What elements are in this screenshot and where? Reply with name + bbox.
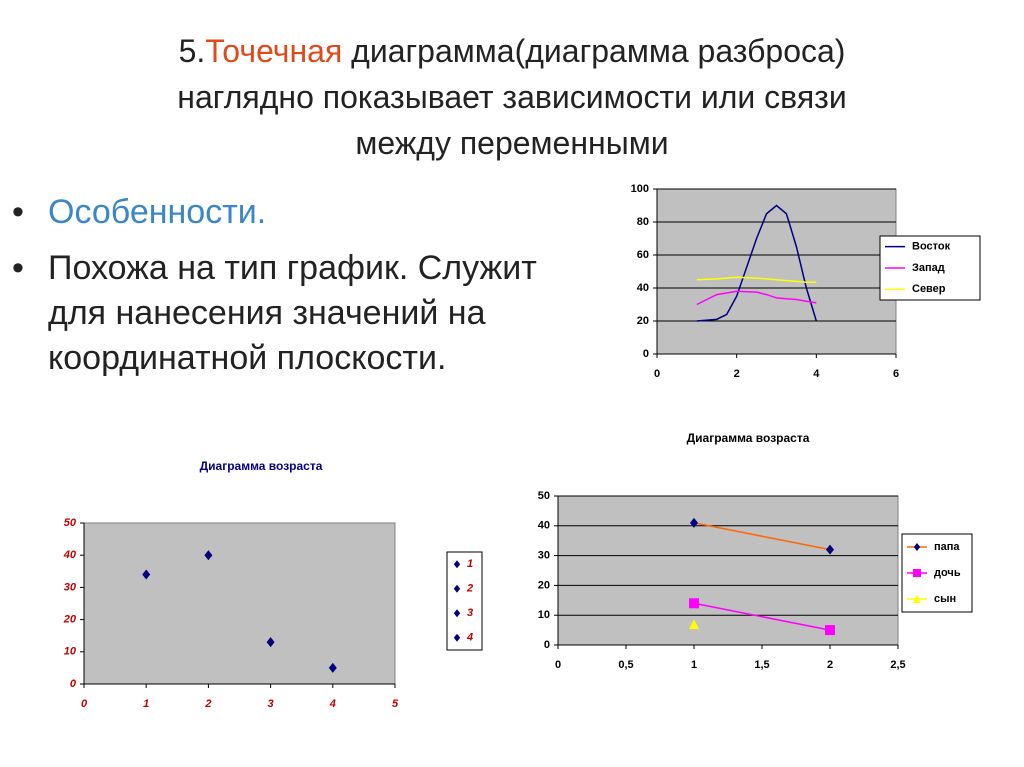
marker bbox=[689, 598, 699, 609]
marker bbox=[453, 560, 461, 569]
x-tick-label: 2 bbox=[204, 698, 211, 710]
marker bbox=[204, 550, 213, 561]
x-tick-label: 3 bbox=[268, 698, 274, 710]
y-tick-label: 0 bbox=[70, 678, 77, 690]
title-highlight: Точечная bbox=[205, 33, 343, 69]
y-tick-label: 50 bbox=[64, 517, 77, 529]
marker bbox=[690, 517, 698, 528]
y-tick-label: 0 bbox=[643, 348, 649, 360]
title-text: наглядно показывает зависимости или связ… bbox=[177, 79, 847, 115]
marker bbox=[453, 584, 461, 593]
y-tick-label: 10 bbox=[538, 609, 550, 621]
plot-area bbox=[656, 188, 897, 355]
legend-label: 2 bbox=[466, 583, 473, 595]
marker bbox=[142, 569, 151, 580]
y-tick-label: 30 bbox=[64, 581, 77, 593]
marker bbox=[913, 543, 921, 551]
y-tick-label: 40 bbox=[637, 282, 649, 294]
bullet-text: Похожа на тип график. Служит для нанесен… bbox=[48, 249, 537, 377]
y-tick-label: 50 bbox=[538, 490, 550, 502]
x-tick-label: 0 bbox=[555, 659, 561, 671]
marker bbox=[826, 544, 834, 555]
chart-title: Диаграмма возраста bbox=[200, 459, 323, 473]
marker bbox=[913, 569, 921, 577]
plot-area bbox=[557, 495, 899, 646]
marker bbox=[453, 633, 461, 642]
x-tick-label: 0 bbox=[654, 368, 660, 380]
y-tick-label: 10 bbox=[64, 646, 77, 658]
y-tick-label: 40 bbox=[538, 520, 550, 532]
y-tick-label: 40 bbox=[63, 549, 77, 561]
title-text: диаграмма(диаграмма разброса) bbox=[351, 33, 846, 69]
legend-label: Север bbox=[912, 283, 946, 295]
marker bbox=[689, 619, 699, 630]
marker bbox=[266, 637, 275, 648]
legend-label: папа bbox=[934, 541, 960, 553]
legend-box bbox=[446, 551, 483, 651]
x-tick-label: 6 bbox=[893, 368, 899, 380]
x-tick-label: 1 bbox=[691, 659, 697, 671]
legend-label: 3 bbox=[467, 607, 473, 619]
x-tick-label: 4 bbox=[813, 368, 820, 380]
plot-area bbox=[83, 522, 396, 685]
marker bbox=[453, 609, 461, 618]
title-text: между переменными bbox=[355, 125, 669, 161]
slide-title: 5.Точечная диаграмма(диаграмма разброса)… bbox=[0, 28, 1024, 166]
x-tick-label: 1,5 bbox=[754, 659, 769, 671]
series-line bbox=[696, 290, 817, 306]
x-tick-label: 2 bbox=[734, 368, 740, 380]
title-line: 5.Точечная диаграмма(диаграмма разброса) bbox=[0, 28, 1024, 74]
y-tick-label: 80 bbox=[637, 216, 649, 228]
chart-title: Диаграмма возраста bbox=[687, 431, 810, 445]
marker bbox=[328, 662, 337, 673]
legend-label: 4 bbox=[466, 632, 473, 644]
y-tick-label: 100 bbox=[631, 183, 649, 195]
y-tick-label: 20 bbox=[63, 614, 77, 626]
x-tick-label: 4 bbox=[329, 698, 336, 710]
x-tick-label: 5 bbox=[392, 698, 399, 710]
x-tick-label: 2 bbox=[827, 659, 833, 671]
series-line bbox=[693, 522, 831, 551]
series-line bbox=[696, 204, 818, 322]
y-tick-label: 20 bbox=[637, 315, 649, 327]
y-tick-label: 60 bbox=[637, 249, 649, 261]
bullet-text: Особенности. bbox=[48, 193, 267, 231]
marker bbox=[913, 595, 921, 603]
legend-label: Восток bbox=[912, 241, 951, 253]
x-tick-label: 2,5 bbox=[890, 659, 905, 671]
series-line bbox=[693, 602, 831, 631]
legend-label: дочь bbox=[934, 567, 961, 579]
title-number: 5. bbox=[178, 33, 206, 69]
series-line bbox=[696, 276, 817, 283]
legend-label: сын bbox=[934, 593, 956, 605]
x-tick-label: 1 bbox=[143, 698, 149, 710]
y-tick-label: 30 bbox=[538, 550, 550, 562]
legend-label: 1 bbox=[467, 558, 473, 570]
x-tick-label: 0,5 bbox=[618, 659, 633, 671]
x-tick-label: 0 bbox=[81, 698, 88, 710]
y-tick-label: 20 bbox=[538, 579, 550, 591]
y-tick-label: 0 bbox=[544, 639, 550, 651]
marker bbox=[825, 625, 835, 636]
legend-label: Запад bbox=[912, 262, 945, 274]
